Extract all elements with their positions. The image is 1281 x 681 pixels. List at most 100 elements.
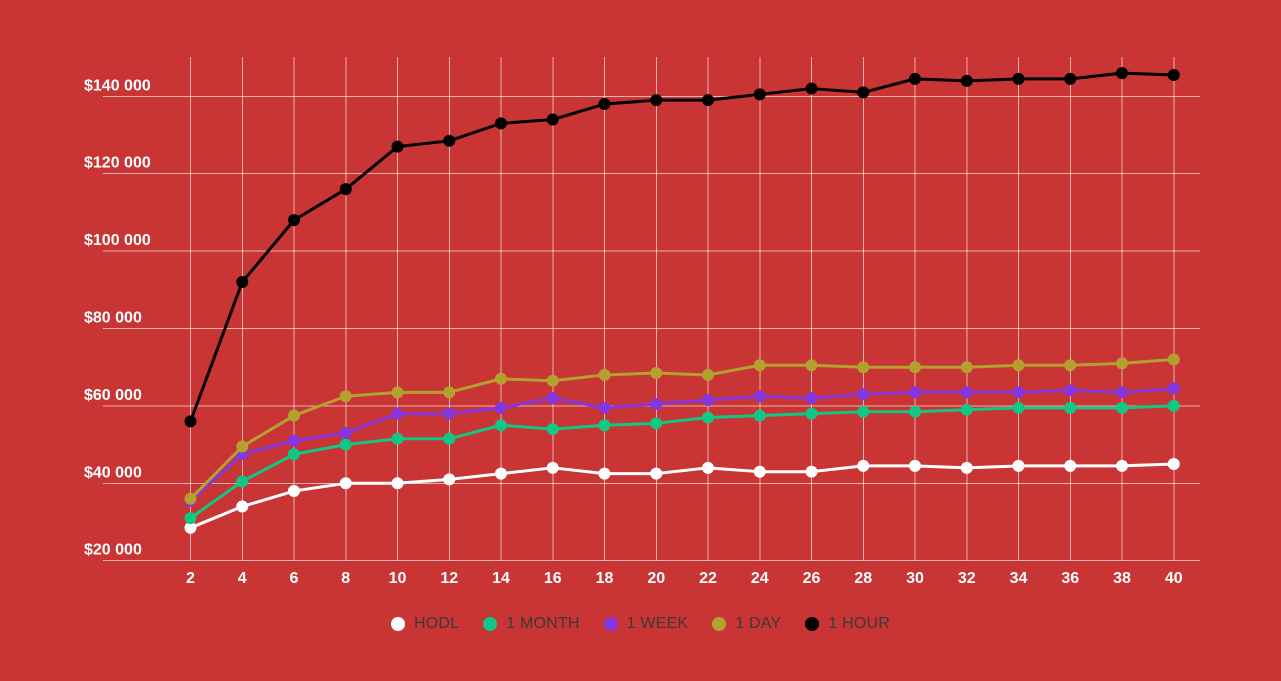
x-tick-label: 18 [596,570,614,587]
series-1-hour-point [391,140,404,153]
series-1-hour [184,67,1180,428]
series-1-week-line [189,386,1176,503]
series-hodl-point [1116,459,1128,472]
series-1-week-point [546,392,559,405]
y-tick-label: $140 000 [84,77,151,94]
y-tick-label: $40 000 [84,464,142,481]
x-tick-label: 36 [1061,570,1079,587]
x-tick-label: 38 [1113,570,1131,587]
series-1-day-point [236,440,249,453]
series-1-day-point [702,368,714,381]
x-tick-label: 32 [958,570,976,587]
series-1-week [184,382,1180,507]
series-hodl-point [650,467,663,480]
series-1-month-line [189,404,1176,520]
series-1-week-point [598,401,611,414]
legend-label: 1 HOUR [828,615,891,632]
series-1-month-point [805,407,818,420]
y-tick-label: $100 000 [84,232,151,249]
series-1-day-line [189,357,1176,501]
legend-label: 1 WEEK [626,615,689,632]
legend-dot-1-hour [805,617,820,631]
series-1-week-point [1012,386,1025,399]
series-1-month-point [184,512,197,525]
series-hodl [184,457,1180,534]
legend-label: 1 DAY [735,615,782,632]
series-1-day-point [391,386,404,399]
series-1-hour-point [753,88,766,101]
x-tick-label: 24 [751,570,769,587]
series-1-day-point [443,386,456,399]
series-1-hour-point [495,117,507,130]
y-axis-labels: $20 000 $40 000 $60 000 $80 000 $100 000 $120… [84,77,151,558]
series-hodl-point [236,500,249,513]
series-1-hour-point [1012,72,1025,85]
series-1-day-point [1116,357,1128,370]
series-hodl-point [909,459,921,472]
x-tick-label: 8 [341,570,350,587]
x-tick-label: 20 [647,570,665,587]
series-1-month-point [1064,401,1077,414]
series-1-week-point [805,392,818,405]
series-1-day-point [753,359,766,372]
x-tick-label: 26 [803,570,821,587]
legend-label: 1 MONTH [506,615,580,632]
series-1-week-point [288,434,300,447]
series-1-hour-point [598,98,611,111]
series-1-month-point [236,475,249,488]
gridlines-horizontal [103,95,1200,562]
series-1-hour-line [189,71,1176,423]
x-tick-label: 2 [186,570,195,587]
series-1-hour-point [650,94,663,107]
series-1-hour-point [805,82,818,95]
series-1-month-point [650,417,663,430]
series-hodl-point [443,473,456,486]
x-tick-label: 12 [440,570,458,587]
y-tick-label: $120 000 [84,155,151,172]
series-1-month-point [391,432,404,445]
legend-item-1-day[interactable]: 1 DAY [712,615,781,633]
legend-item-1-month[interactable]: 1 MONTH [483,615,579,633]
series-1-month-point [443,432,456,445]
chart-legend: HODL 1 MONTH 1 WEEK 1 DAY 1 HOUR [0,610,1281,638]
series-1-day-point [909,361,921,374]
series-hodl-point [495,467,507,480]
series-1-month-point [857,405,870,418]
x-tick-label: 30 [906,570,924,587]
series-1-day-point [184,492,197,505]
x-tick-label: 40 [1165,570,1183,587]
legend-item-1-week[interactable]: 1 WEEK [603,615,689,633]
series-hodl-point [288,485,300,498]
legend-label: HODL [413,615,460,632]
series-1-hour-point [546,113,559,126]
series-1-day-point [960,361,973,374]
series-1-day-point [546,374,559,387]
series-1-month-point [546,423,559,436]
x-tick-label: 10 [389,570,407,587]
series-1-week-point [960,386,973,399]
series-1-week-point [753,390,766,403]
series-1-week-point [495,401,507,414]
x-tick-label: 14 [492,570,510,587]
series-1-month-point [495,419,507,432]
series-hodl-point [857,459,870,472]
series-1-hour-point [443,134,456,147]
legend-dot-1-month [483,617,498,631]
series-1-hour-point [857,86,870,99]
x-tick-label: 28 [854,570,872,587]
series-hodl-line [189,462,1176,530]
series-hodl-point [960,461,973,474]
series-1-hour-point [1116,67,1128,80]
legend-item-hodl[interactable]: HODL [390,615,460,633]
series-1-week-point [857,388,870,401]
series-1-hour-point [702,94,714,107]
series-1-day-point [1167,353,1180,366]
series-hodl-point [546,461,559,474]
legend-item-1-hour[interactable]: 1 HOUR [805,615,890,633]
series-1-week-point [1064,384,1077,397]
series-1-day-point [650,367,663,380]
series-1-day-point [1064,359,1077,372]
series-1-week-point [909,386,921,399]
y-tick-label: $20 000 [84,542,142,559]
